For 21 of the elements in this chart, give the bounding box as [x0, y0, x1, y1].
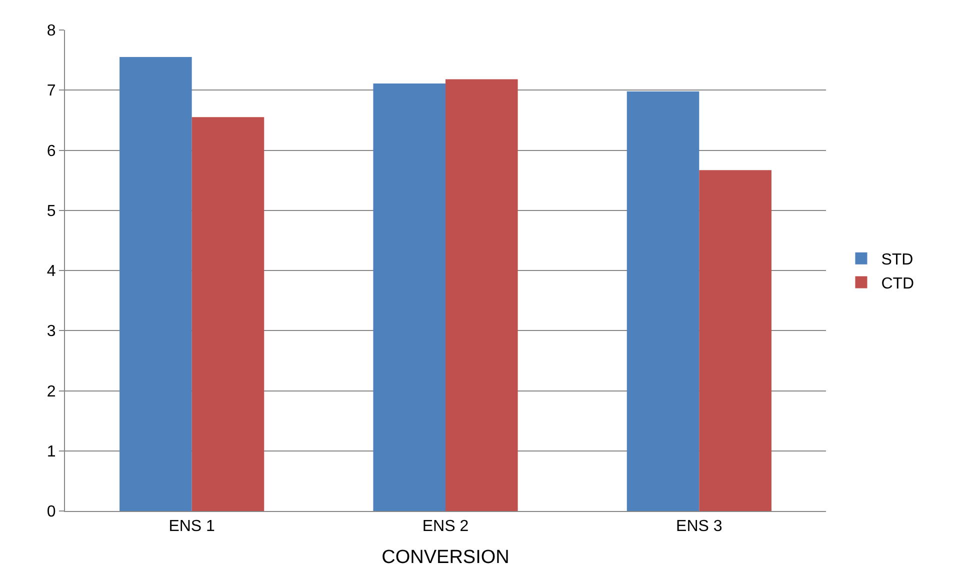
bar: [699, 170, 772, 511]
bar: [446, 79, 518, 511]
y-tick-label: 1: [46, 443, 56, 460]
y-tick-label: 3: [46, 323, 56, 340]
bar: [120, 57, 192, 511]
y-tick-label: 7: [46, 82, 56, 100]
y-tick-label: 2: [46, 383, 56, 400]
x-tick-label: ENS 2: [422, 518, 469, 536]
y-tick-label: 4: [46, 263, 56, 280]
y-tick-label: 8: [46, 22, 56, 40]
y-tick-label: 0: [46, 504, 56, 521]
bar: [192, 117, 264, 511]
bar: [373, 84, 446, 511]
x-tick-label: ENS 1: [168, 518, 216, 536]
bar: [626, 91, 700, 511]
x-axis-title: CONVERSION: [382, 547, 510, 568]
x-tick-label: ENS 3: [676, 518, 722, 536]
legend-label: STD: [881, 252, 914, 269]
y-tick-label: 5: [46, 202, 56, 220]
y-tick-label: 6: [46, 142, 56, 160]
legend-label: CTD: [881, 275, 914, 292]
